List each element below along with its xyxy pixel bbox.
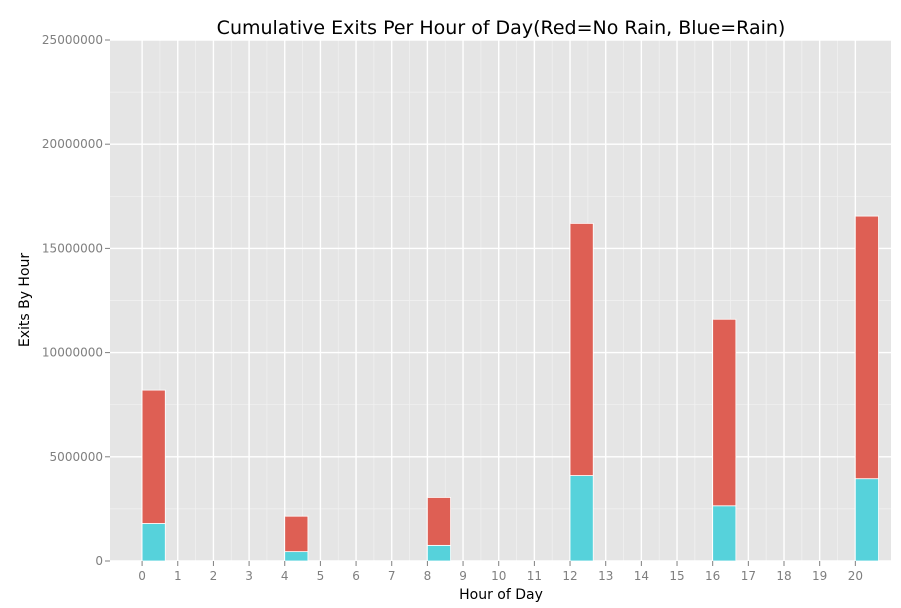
x-tick-label: 1 <box>174 569 182 583</box>
x-tick-label: 12 <box>562 569 577 583</box>
bar-no-rain <box>284 515 309 553</box>
bar-no-rain <box>569 222 594 476</box>
bar-rain <box>569 475 594 562</box>
bar-rain <box>141 523 166 562</box>
x-tick-label: 19 <box>812 569 827 583</box>
bar-rain <box>284 551 309 562</box>
x-tick-label: 16 <box>705 569 720 583</box>
x-tick-label: 2 <box>210 569 218 583</box>
bar-no-rain <box>854 215 879 480</box>
x-tick-label: 5 <box>317 569 325 583</box>
x-tick-label: 13 <box>598 569 613 583</box>
x-tick-label: 9 <box>459 569 467 583</box>
bar-rain <box>712 505 737 562</box>
x-tick-label: 7 <box>388 569 396 583</box>
y-tick-label: 25000000 <box>42 33 103 47</box>
x-tick-label: 11 <box>527 569 542 583</box>
bar-rain <box>854 478 879 562</box>
x-tick-label: 6 <box>352 569 360 583</box>
x-axis: 0 1 2 3 4 5 6 7 8 9 10 11 12 13 14 15 16 17 18 19 20 <box>138 561 863 583</box>
y-tick-label: 5000000 <box>50 450 103 464</box>
x-tick-label: 15 <box>669 569 684 583</box>
x-tick-label: 8 <box>424 569 432 583</box>
bar-rain <box>426 544 451 562</box>
y-tick-label: 10000000 <box>42 346 103 360</box>
x-tick-label: 3 <box>245 569 253 583</box>
x-tick-label: 10 <box>491 569 506 583</box>
x-tick-label: 0 <box>138 569 146 583</box>
y-axis: 0 5000000 10000000 15000000 20000000 25000000 <box>42 33 110 568</box>
bar-no-rain <box>141 389 166 524</box>
y-tick-label: 0 <box>95 554 103 568</box>
x-tick-label: 4 <box>281 569 289 583</box>
x-tick-label: 14 <box>634 569 649 583</box>
bars <box>141 215 879 562</box>
x-axis-label: Hour of Day <box>459 587 543 603</box>
y-tick-label: 20000000 <box>42 137 103 151</box>
bar-no-rain <box>426 497 451 546</box>
x-tick-label: 20 <box>848 569 863 583</box>
y-axis-label: Exits By Hour <box>17 253 33 348</box>
y-tick-label: 15000000 <box>42 241 103 255</box>
x-tick-label: 18 <box>776 569 791 583</box>
chart-title: Cumulative Exits Per Hour of Day(Red=No … <box>217 17 786 39</box>
x-tick-label: 17 <box>741 569 756 583</box>
bar-no-rain <box>712 318 737 507</box>
